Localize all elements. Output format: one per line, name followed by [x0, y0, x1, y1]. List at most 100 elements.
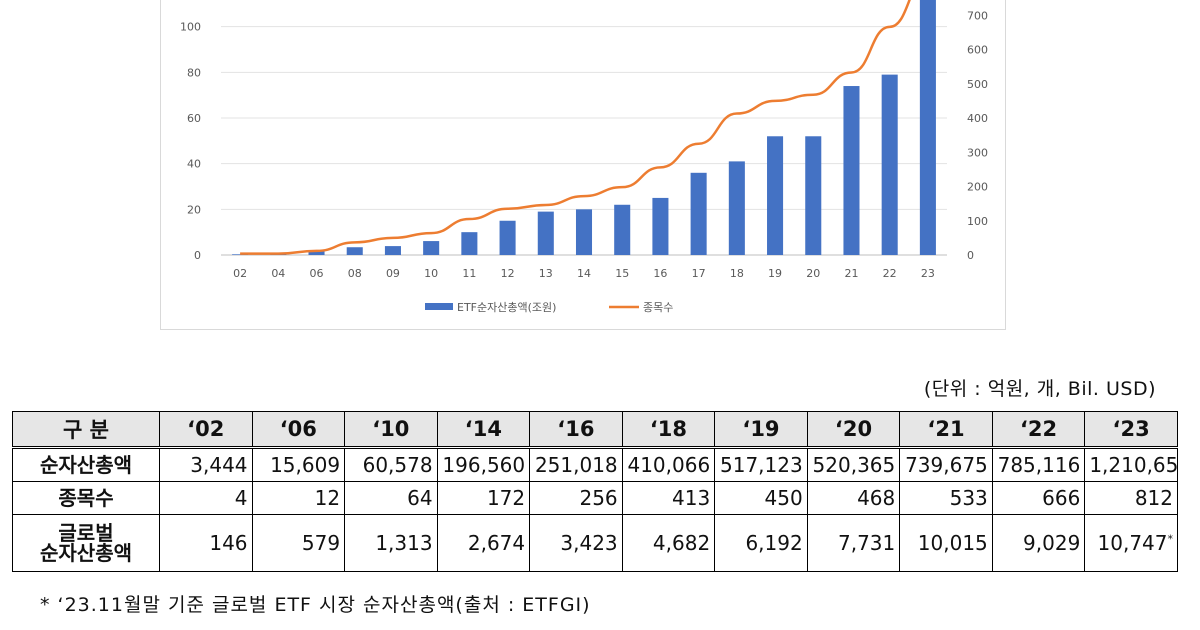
- table-header-year: ‘18: [621, 411, 716, 449]
- bar-mark: [614, 204, 631, 255]
- right-axis-tick-label: 600: [967, 44, 988, 57]
- table-cell: 812: [1084, 481, 1178, 515]
- table-header-row: 구 분 ‘02 ‘06 ‘10 ‘14 ‘16 ‘18 ‘19 ‘20 ‘21 …: [12, 411, 1178, 449]
- right-axis-tick-label: 400: [967, 112, 988, 125]
- table-cell: 666: [991, 481, 1086, 515]
- table-cell: 450: [714, 481, 808, 515]
- table-header-year: ‘10: [344, 411, 438, 449]
- table-header-year: ‘22: [991, 411, 1086, 449]
- table-cell: 146: [159, 514, 253, 572]
- x-axis-tick-label: 15: [615, 267, 629, 280]
- table-cell: 4,682: [621, 514, 716, 572]
- footnote-mark: *: [1167, 532, 1174, 546]
- table-header-year: ‘19: [714, 411, 808, 449]
- row-label-item-count: 종목수: [12, 481, 160, 515]
- row-label-line-1: 글로벌: [58, 521, 114, 545]
- x-axis-tick-label: 11: [462, 267, 476, 280]
- x-axis-tick-label: 20: [806, 267, 820, 280]
- row-label-line-2: 순자산총액: [40, 541, 132, 565]
- x-axis-tick-label: 14: [577, 267, 591, 280]
- right-axis-tick-label: 100: [967, 215, 988, 228]
- line-series-path: [240, 0, 911, 255]
- chart-frame: 0 20 40 60 80 100 0 100 200 300 400 500 600 700 02 04…: [160, 0, 1006, 330]
- table-row: 글로벌 순자산총액 146 579 1,313 2,674 3,423 4,68…: [12, 514, 1178, 572]
- bar-mark: [423, 241, 440, 255]
- table-header-label: 구 분: [12, 411, 160, 449]
- table-cell: 4: [159, 481, 253, 515]
- table-cell: 15,609: [251, 446, 346, 482]
- left-axis-tick-label: 100: [180, 21, 201, 34]
- table-cell: 579: [251, 514, 346, 572]
- bar-mark: [537, 211, 554, 255]
- table-header-year: ‘23: [1084, 411, 1178, 449]
- bar-mark: [308, 251, 325, 255]
- table-cell: 1,210,657: [1084, 446, 1178, 482]
- right-axis-tick-label: 500: [967, 78, 988, 91]
- table-cell: 2,674: [436, 514, 531, 572]
- x-axis-tick-label: 18: [730, 267, 744, 280]
- table-cell: 739,675: [899, 446, 993, 482]
- table-cell: 3,423: [529, 514, 623, 572]
- bar-mark: [728, 161, 745, 255]
- row-label-global-net-assets: 글로벌 순자산총액: [12, 514, 160, 572]
- x-axis-tick-label: 21: [844, 267, 858, 280]
- right-axis-tick-label: 300: [967, 146, 988, 159]
- x-axis-tick-label: 17: [692, 267, 706, 280]
- bar-mark: [499, 220, 516, 255]
- bar-mark: [805, 136, 822, 255]
- table-header-year: ‘14: [436, 411, 531, 449]
- footnote: * ‘23.11월말 기준 글로벌 ETF 시장 순자산총액(출처 : ETFG…: [40, 594, 591, 616]
- bar-mark: [346, 247, 363, 255]
- x-axis-tick-label: 16: [653, 267, 667, 280]
- left-axis-tick-label: 40: [187, 158, 201, 171]
- x-axis-tick-label: 19: [768, 267, 782, 280]
- left-axis-tick-label: 20: [187, 203, 201, 216]
- x-axis-tick-label: 09: [386, 267, 400, 280]
- table-cell: 64: [344, 481, 438, 515]
- bar-mark: [652, 197, 669, 255]
- table-cell: 172: [436, 481, 531, 515]
- table-cell: 1,313: [344, 514, 438, 572]
- etf-data-table: 구 분 ‘02 ‘06 ‘10 ‘14 ‘16 ‘18 ‘19 ‘20 ‘21 …: [12, 411, 1178, 572]
- x-axis-tick-label: 22: [883, 267, 897, 280]
- table-cell: 6,192: [714, 514, 808, 572]
- table-cell: 60,578: [344, 446, 438, 482]
- table-cell-last: 10,747*: [1084, 514, 1178, 572]
- unit-note: (단위 : 억원, 개, Bil. USD): [923, 378, 1156, 400]
- right-axis-tick-label: 200: [967, 181, 988, 194]
- x-axis-tick-label: 23: [921, 267, 935, 280]
- x-axis-tick-label: 12: [501, 267, 515, 280]
- row-label-net-assets: 순자산총액: [12, 446, 160, 482]
- table-header-year: ‘21: [899, 411, 993, 449]
- left-axis-tick-label: 60: [187, 112, 201, 125]
- x-axis-tick-label: 06: [310, 267, 324, 280]
- x-axis-tick-label: 04: [271, 267, 285, 280]
- bar-mark: [843, 86, 860, 256]
- table-cell: 520,365: [806, 446, 901, 482]
- table-cell: 12: [251, 481, 346, 515]
- bar-mark: [881, 74, 898, 255]
- combo-chart: 0 20 40 60 80 100 0 100 200 300 400 500 600 700 02 04…: [180, 0, 988, 314]
- table-cell-value: 10,747: [1097, 531, 1168, 555]
- left-axis-tick-label: 80: [187, 66, 201, 79]
- x-axis-tick-label: 02: [233, 267, 247, 280]
- x-axis-tick-label: 08: [348, 267, 362, 280]
- x-axis-tick-label: 10: [424, 267, 438, 280]
- bar-mark: [575, 209, 593, 255]
- table-header-year: ‘02: [159, 411, 253, 449]
- table-cell: 468: [806, 481, 901, 515]
- table-cell: 251,018: [529, 446, 623, 482]
- legend-label-line: 종목수: [643, 301, 673, 314]
- right-axis-tick-label: 0: [967, 249, 974, 262]
- table-cell: 9,029: [991, 514, 1086, 572]
- x-axis-tick-label: 13: [539, 267, 553, 280]
- left-axis-tick-label: 0: [194, 249, 201, 262]
- legend-label-bar: ETF순자산총액(조원): [457, 301, 556, 314]
- bar-mark: [384, 246, 401, 255]
- table-cell: 7,731: [806, 514, 901, 572]
- table-header-year: ‘20: [806, 411, 901, 449]
- table-row: 순자산총액 3,444 15,609 60,578 196,560 251,01…: [12, 446, 1178, 482]
- table-cell: 256: [529, 481, 623, 515]
- right-axis-tick-label: 700: [967, 9, 988, 22]
- table-cell: 196,560: [436, 446, 531, 482]
